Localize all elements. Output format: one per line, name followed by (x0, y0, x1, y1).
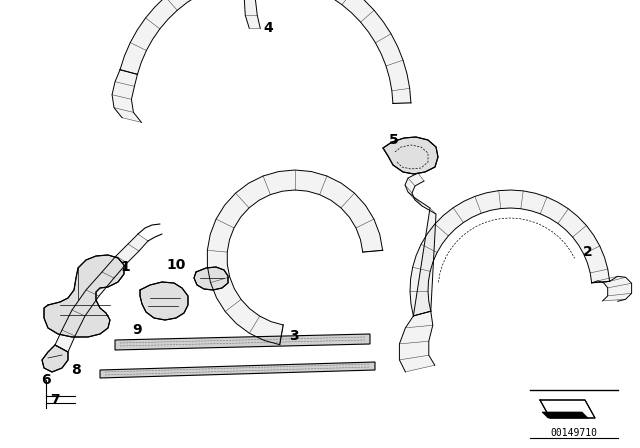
Polygon shape (592, 276, 632, 302)
Polygon shape (140, 282, 188, 320)
Polygon shape (120, 0, 411, 103)
Text: 9: 9 (132, 323, 142, 337)
Polygon shape (244, 0, 260, 28)
Text: 6: 6 (41, 373, 51, 387)
Text: 1: 1 (120, 260, 130, 274)
Polygon shape (207, 170, 383, 345)
Polygon shape (540, 400, 595, 418)
Text: 3: 3 (289, 329, 299, 343)
Polygon shape (112, 70, 141, 122)
Text: 5: 5 (389, 133, 399, 147)
Text: 00149710: 00149710 (550, 428, 598, 438)
Polygon shape (100, 362, 375, 378)
Polygon shape (405, 173, 436, 316)
Text: 4: 4 (263, 21, 273, 35)
Text: 7: 7 (50, 393, 60, 407)
Polygon shape (115, 334, 370, 350)
Polygon shape (542, 412, 588, 418)
Polygon shape (44, 255, 124, 337)
Text: 2: 2 (583, 245, 593, 259)
Polygon shape (399, 311, 435, 372)
Polygon shape (383, 137, 438, 174)
Text: 10: 10 (166, 258, 186, 272)
Polygon shape (194, 267, 228, 290)
Polygon shape (55, 234, 148, 352)
Polygon shape (42, 345, 68, 372)
Text: 8: 8 (71, 363, 81, 377)
Polygon shape (410, 190, 610, 316)
